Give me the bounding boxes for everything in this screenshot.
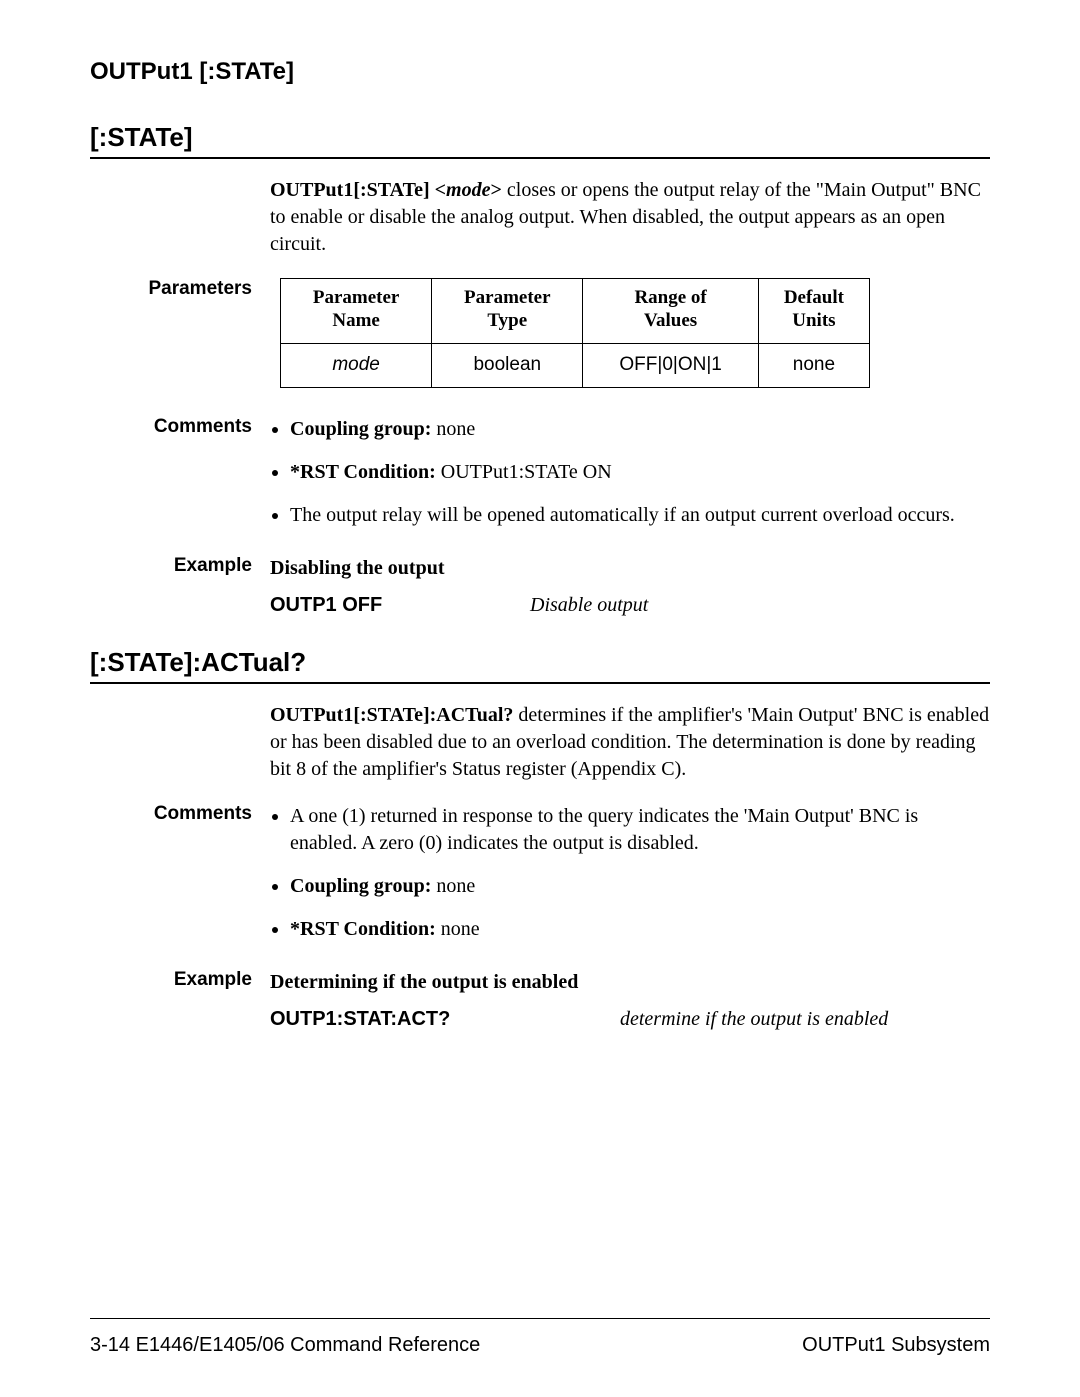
intro-mode: mode	[446, 179, 490, 201]
state-intro: OUTPut1[:STATe] <mode> closes or opens t…	[270, 177, 990, 258]
parameters-row: Parameters ParameterName ParameterType R…	[90, 278, 990, 388]
footer-left: 3-14 E1446/E1405/06 Command Reference	[90, 1334, 480, 1357]
intro-cmd-close: >	[490, 179, 501, 201]
list-item: Coupling group: none	[290, 873, 990, 900]
th-type: ParameterType	[432, 279, 583, 344]
comments-content-1: Coupling group: none *RST Condition: OUT…	[270, 416, 990, 545]
td-range: OFF|0|ON|1	[583, 343, 758, 388]
section-state-title: [:STATe]	[90, 122, 990, 159]
example-row-2: Example Determining if the output is ena…	[90, 969, 990, 1033]
th2b: Type	[487, 310, 527, 331]
footer-doc-title: E1446/E1405/06 Command Reference	[130, 1334, 480, 1356]
example-row-1: Example Disabling the output OUTP1 OFF D…	[90, 555, 990, 619]
rst-val-2: none	[436, 918, 480, 940]
list-item: Coupling group: none	[290, 416, 990, 443]
th-default: DefaultUnits	[758, 279, 869, 344]
actual-intro-cmd: OUTPut1[:STATe]:ACTual?	[270, 704, 513, 726]
label-example-1: Example	[90, 555, 270, 577]
label-example-2: Example	[90, 969, 270, 991]
rst-label: *RST Condition:	[290, 461, 436, 483]
td-default: none	[758, 343, 869, 388]
list-item: A one (1) returned in response to the qu…	[290, 803, 990, 857]
label-comments-2: Comments	[90, 803, 270, 825]
coupling-label-2: Coupling group:	[290, 875, 431, 897]
table-row: mode boolean OFF|0|ON|1 none	[281, 343, 870, 388]
example-content-1: Disabling the output OUTP1 OFF Disable o…	[270, 555, 990, 619]
footer-page: 3-14	[90, 1334, 130, 1356]
coupling-val: none	[431, 418, 475, 440]
comments-row-1: Comments Coupling group: none *RST Condi…	[90, 416, 990, 545]
th1a: Parameter	[313, 287, 400, 308]
label-parameters: Parameters	[90, 278, 270, 300]
list-item: *RST Condition: none	[290, 916, 990, 943]
comments-list-2: A one (1) returned in response to the qu…	[270, 803, 990, 943]
th4b: Units	[792, 310, 835, 331]
example-cmd-2: OUTP1:STAT:ACT?	[270, 1006, 620, 1033]
list-item: *RST Condition: OUTPut1:STATe ON	[290, 459, 990, 486]
example-title-1: Disabling the output	[270, 555, 990, 582]
th1b: Name	[332, 310, 379, 331]
example-comment-2: determine if the output is enabled	[620, 1006, 888, 1033]
coupling-val-2: none	[431, 875, 475, 897]
th4a: Default	[784, 287, 844, 308]
example-comment-1: Disable output	[530, 592, 648, 619]
th-name: ParameterName	[281, 279, 432, 344]
comments-content-2: A one (1) returned in response to the qu…	[270, 803, 990, 959]
coupling-label: Coupling group:	[290, 418, 431, 440]
th3a: Range of	[634, 287, 706, 308]
th2a: Parameter	[464, 287, 551, 308]
footer-right: OUTPut1 Subsystem	[802, 1334, 990, 1357]
table-header-row: ParameterName ParameterType Range ofValu…	[281, 279, 870, 344]
example-cmd-row-2: OUTP1:STAT:ACT? determine if the output …	[270, 1006, 990, 1033]
parameters-table-wrap: ParameterName ParameterType Range ofValu…	[270, 278, 990, 388]
section-actual-title: [:STATe]:ACTual?	[90, 647, 990, 684]
footer-rule	[90, 1318, 990, 1319]
actual-intro: OUTPut1[:STATe]:ACTual? determines if th…	[270, 702, 990, 783]
intro-cmd: OUTPut1[:STATe] <	[270, 179, 446, 201]
rst-val: OUTPut1:STATe ON	[436, 461, 612, 483]
td-type: boolean	[432, 343, 583, 388]
rst-label-2: *RST Condition:	[290, 918, 436, 940]
comments-row-2: Comments A one (1) returned in response …	[90, 803, 990, 959]
page-footer: 3-14 E1446/E1405/06 Command Reference OU…	[90, 1334, 990, 1357]
example-cmd-1: OUTP1 OFF	[270, 592, 530, 619]
example-title-2: Determining if the output is enabled	[270, 969, 990, 996]
th3b: Values	[644, 310, 697, 331]
parameters-table: ParameterName ParameterType Range ofValu…	[280, 278, 870, 388]
label-comments-1: Comments	[90, 416, 270, 438]
td-name: mode	[281, 343, 432, 388]
list-item: The output relay will be opened automati…	[290, 502, 990, 529]
page-header: OUTPut1 [:STATe]	[90, 58, 990, 86]
example-cmd-row-1: OUTP1 OFF Disable output	[270, 592, 990, 619]
comments-list-1: Coupling group: none *RST Condition: OUT…	[270, 416, 990, 529]
th-range: Range ofValues	[583, 279, 758, 344]
example-content-2: Determining if the output is enabled OUT…	[270, 969, 990, 1033]
